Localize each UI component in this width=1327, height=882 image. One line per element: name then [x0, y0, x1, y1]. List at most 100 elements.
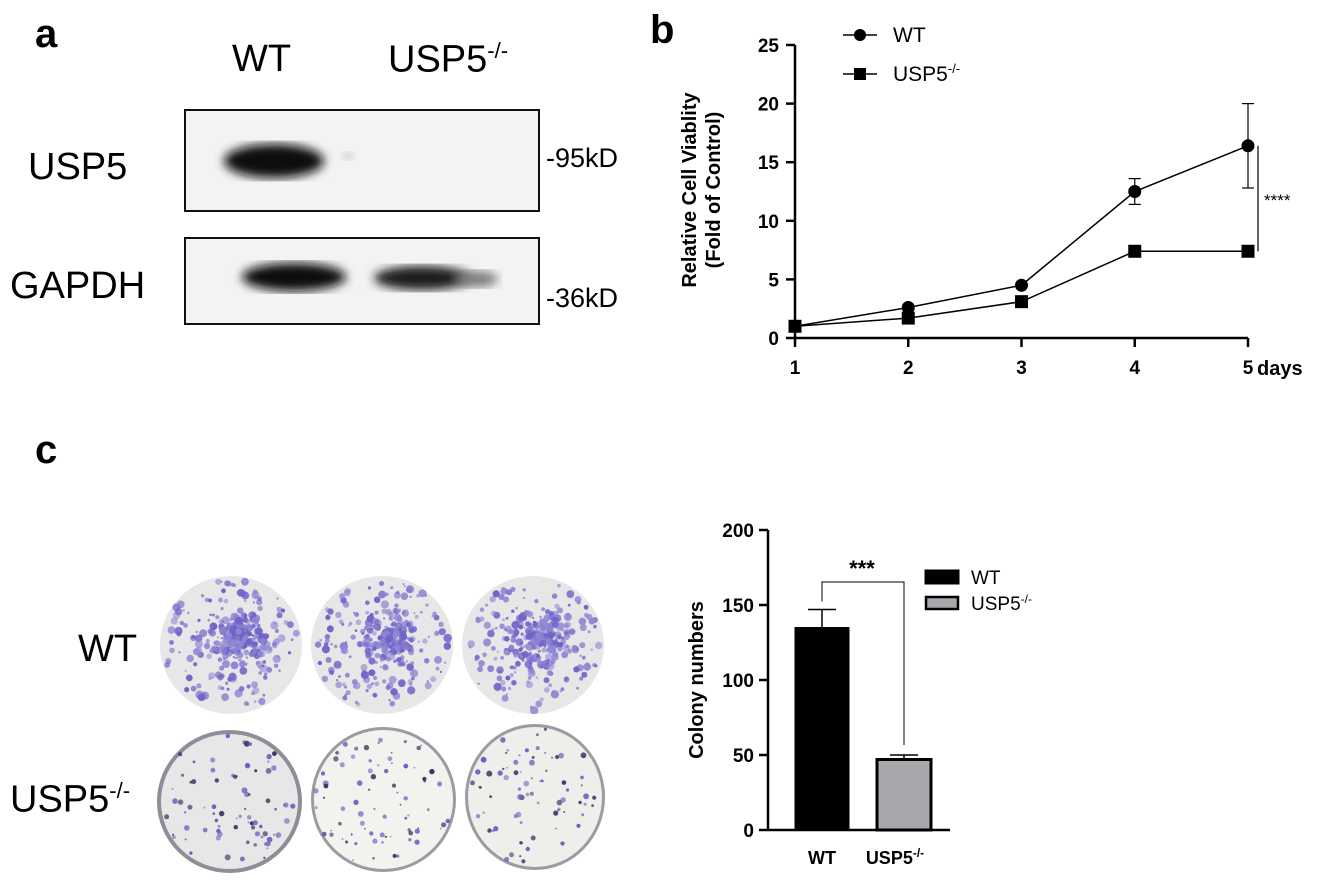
colony-spot [505, 675, 511, 681]
colony-spot [403, 796, 408, 801]
colony-spot [409, 669, 419, 678]
colony-spot [225, 681, 229, 685]
panel-a-letter: a [35, 12, 58, 56]
colony-spot [557, 646, 563, 652]
colony-spot [385, 640, 389, 644]
colony-spot [253, 843, 257, 847]
colony-spot [267, 760, 270, 763]
colony-spot [492, 590, 500, 598]
line-chart-significance: **** [1264, 191, 1291, 210]
colony-spot [366, 621, 372, 627]
colony-spot [390, 586, 394, 590]
colony-spot [379, 832, 385, 838]
colony-spot [217, 685, 223, 690]
colony-spot [553, 810, 559, 816]
colony-spot [217, 636, 219, 639]
colony-spot [556, 607, 564, 614]
colony-spot [384, 592, 389, 597]
bar-legend-swatch-usp5 [924, 595, 960, 611]
colony-spot [438, 628, 446, 636]
colony-spot [231, 673, 235, 676]
colony-spot [535, 746, 540, 751]
colony-spot [553, 632, 557, 636]
colony-spot [368, 657, 376, 665]
colony-spot [408, 637, 414, 643]
colony-spot [565, 644, 569, 648]
line-chart-xtick-label: 5 [1243, 358, 1254, 379]
colony-spot [391, 762, 393, 764]
colony-spot [335, 611, 342, 619]
colony-spot [408, 682, 413, 686]
colony-spot [341, 682, 347, 687]
colony-spot [176, 604, 180, 607]
colony-spot [192, 760, 196, 764]
colony-spot [345, 690, 351, 696]
colony-spot [339, 593, 345, 600]
colony-spot [369, 644, 372, 648]
colony-spot [348, 655, 352, 659]
colony-spot [513, 770, 519, 776]
colony-spot [345, 840, 349, 844]
colony-spot [383, 645, 386, 648]
colony-spot [543, 677, 550, 684]
colony-spot [403, 585, 406, 588]
colony-spot [430, 676, 437, 683]
colony-spot [241, 787, 248, 794]
colony-spot [260, 644, 268, 651]
colony-spot [260, 637, 266, 644]
colony-spot [487, 665, 495, 673]
colony-spot [566, 590, 575, 598]
colony-spot [184, 838, 187, 841]
colony-spot [434, 656, 442, 664]
colony-spot [237, 658, 242, 662]
colony-spot [519, 821, 523, 824]
colony-spot [483, 621, 491, 629]
colony-spot [525, 633, 533, 640]
colony-spot [369, 612, 374, 617]
colony-spot [262, 633, 270, 640]
colony-spot [588, 618, 595, 625]
colony-spot [258, 671, 262, 675]
colony-spot [538, 627, 546, 635]
colony-spot [256, 599, 263, 606]
colony-spot [479, 607, 485, 612]
colony-spot [401, 625, 407, 632]
colony-spot [172, 798, 178, 804]
colony-spot [203, 642, 211, 650]
colony-spot [519, 771, 522, 774]
colony-spot [435, 666, 440, 671]
colony-spot [391, 783, 397, 788]
colony-spot [547, 638, 551, 642]
colony-spot [522, 588, 526, 592]
colony-spot [350, 754, 356, 759]
data-point-wt [1241, 139, 1255, 153]
colony-spot [549, 611, 554, 616]
colony-spot [283, 802, 289, 808]
colony-spot [543, 727, 547, 731]
colony-spot [509, 852, 514, 858]
colony-spot [273, 833, 276, 836]
bar-chart-bars [794, 608, 933, 832]
colony-spot [189, 780, 193, 784]
colony-spot [540, 661, 547, 667]
colony-spot [290, 803, 296, 809]
data-point-usp5 [1241, 244, 1255, 258]
colony-spot [515, 811, 522, 818]
colony-spot [554, 603, 560, 609]
colony-spot [513, 759, 519, 765]
colony-spot [237, 607, 244, 614]
colony-spot [262, 660, 267, 664]
colony-spot [506, 589, 513, 596]
colony-spot [195, 630, 198, 634]
colony-spot [215, 647, 221, 653]
colony-spot [245, 638, 252, 645]
bar-chart-significance: *** [849, 556, 875, 581]
colony-spot [266, 847, 269, 850]
colony-spot [335, 681, 342, 689]
colony-spot [561, 780, 567, 785]
colony-spot [292, 629, 300, 637]
colony-spot [551, 621, 559, 629]
colony-spot [181, 773, 185, 777]
colony-spot [431, 614, 434, 618]
panel-b-letter: b [650, 8, 675, 52]
